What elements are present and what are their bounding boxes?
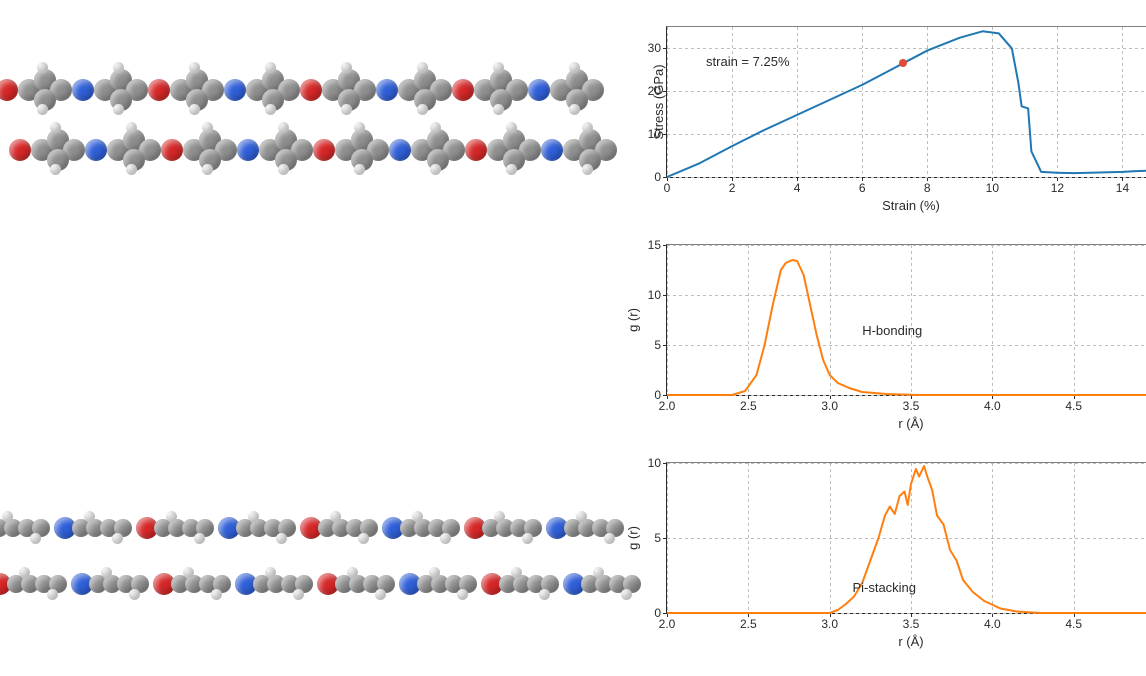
molecule-hbond-panel [20,20,580,220]
ytick: 20 [648,84,661,98]
ytick: 10 [648,288,661,302]
ytick: 0 [654,170,661,184]
xtick: 3.5 [903,617,920,631]
strain-marker [899,59,907,67]
hbond-rdf-chart: g (r) r (Å) 2.02.53.03.54.04.55.0051015H… [606,238,1146,438]
chart-annotation: H-bonding [862,323,922,338]
xtick: 3.0 [821,617,838,631]
xtick: 12 [1051,181,1064,195]
figure-grid: Stress (GPa) Strain (%) 0246810121401020… [0,0,1146,676]
xtick: 14 [1116,181,1129,195]
chart-annotation: Pi-stacking [852,580,916,595]
xtick: 6 [859,181,866,195]
ylabel: g (r) [625,526,640,550]
ytick: 5 [654,531,661,545]
ytick: 10 [648,127,661,141]
pistack-rdf-chart: g (r) r (Å) 2.02.53.03.54.04.55.00510Pi-… [606,456,1146,656]
ytick: 30 [648,41,661,55]
ytick: 0 [654,388,661,402]
xlabel: r (Å) [898,416,923,431]
empty-panel [20,238,580,438]
ylabel: g (r) [625,308,640,332]
xtick: 8 [924,181,931,195]
xtick: 4.0 [984,617,1001,631]
xtick: 0 [664,181,671,195]
chart-annotation: strain = 7.25% [706,54,789,69]
xtick: 4.5 [1065,617,1082,631]
xtick: 4 [794,181,801,195]
xtick: 2 [729,181,736,195]
xtick: 3.0 [821,399,838,413]
ytick: 10 [648,456,661,470]
xtick: 2.5 [740,399,757,413]
molecule-pistack-panel [20,456,580,656]
ytick: 5 [654,338,661,352]
xlabel: r (Å) [898,634,923,649]
xtick: 10 [986,181,999,195]
xtick: 4.5 [1065,399,1082,413]
xtick: 3.5 [903,399,920,413]
stress-strain-chart: Stress (GPa) Strain (%) 0246810121401020… [606,20,1146,220]
ytick: 0 [654,606,661,620]
ytick: 15 [648,238,661,252]
xlabel: Strain (%) [882,198,940,213]
xtick: 4.0 [984,399,1001,413]
xtick: 2.5 [740,617,757,631]
